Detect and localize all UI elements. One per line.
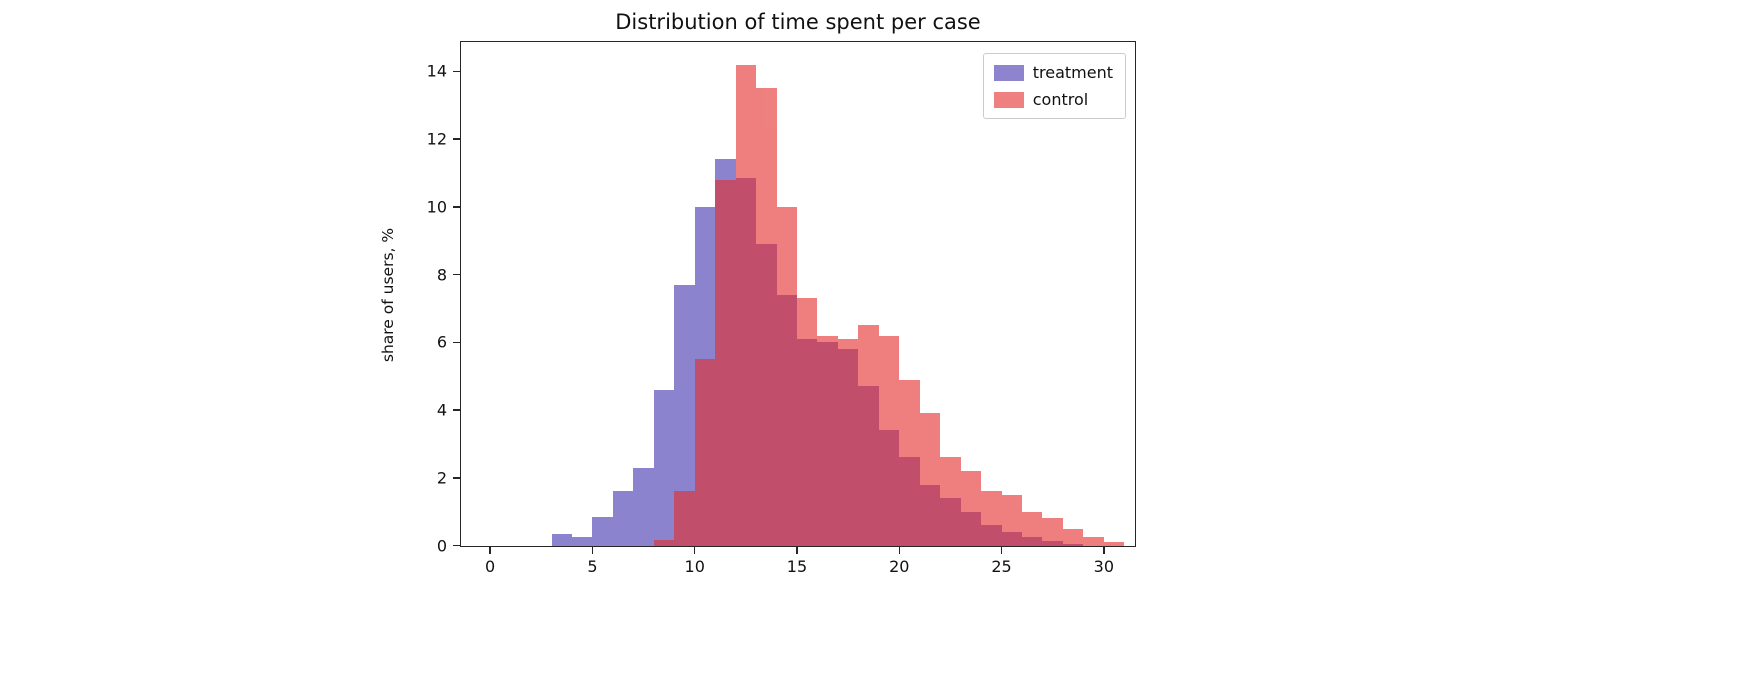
plot-wrap: 0 5 10 15 20 25 30 0 2 4 6 8 10 12 14 treatment contro… [427,41,1136,576]
hist-bar-treatment [592,516,613,546]
y-tick-mark [453,477,460,479]
y-tick-label: 6 [436,332,447,352]
hist-bar-treatment [571,537,593,546]
hist-bar-control [817,335,838,546]
hist-bar-treatment [612,491,634,546]
x-tick-label: 20 [889,557,910,576]
hist-bar-control [776,206,797,546]
x-tick-mark [1103,547,1105,554]
y-tick-mark [453,544,460,547]
y-tick-mark [453,409,460,411]
hist-bar-control [1021,511,1043,546]
hist-bar-control [858,325,879,546]
hist-bar-treatment [653,389,675,546]
x-tick-label: 15 [786,557,808,576]
y-tick-label: 0 [436,536,447,555]
hist-bar-control [796,298,818,546]
hist-bar-control [756,88,777,546]
hist-bar-treatment [633,467,654,546]
legend-swatch-control [993,91,1024,108]
y-tick-mark [453,138,460,140]
hist-bar-control [694,359,716,546]
hist-bar-control [837,338,859,546]
legend-label-treatment: treatment [1032,63,1113,82]
x-tick-label: 10 [684,557,705,576]
x-tick-mark [796,547,798,554]
y-tick-mark [453,273,460,276]
hist-bar-control [653,540,675,546]
y-tick-label: 4 [436,400,447,420]
hist-bar-control [1103,542,1125,546]
y-tick-label: 12 [426,129,447,149]
hist-bar-control [715,179,736,546]
x-tick-label: 0 [485,557,496,576]
hist-bar-treatment [551,533,572,546]
x-tick-mark [1000,547,1003,554]
legend-entry-treatment: treatment [993,63,1113,82]
y-tick-mark [453,70,460,73]
x-tick-mark [898,547,900,554]
series-layer-control [462,43,1135,546]
hist-bar-control [674,491,695,546]
hist-bar-control [1062,528,1084,546]
hist-bar-control [940,457,961,546]
hist-bar-treatment [674,284,695,546]
hist-bar-control [878,335,900,546]
legend-entry-control: control [993,90,1113,109]
y-tick-mark [453,341,460,344]
y-tick-label: 10 [426,197,447,217]
hist-bar-control [735,64,757,546]
x-tick-label: 5 [587,557,598,576]
plot-area [462,43,1135,546]
x-tick-label: 30 [1093,557,1114,576]
legend: treatment control [982,53,1126,119]
hist-bar-control [1083,537,1104,546]
hist-bar-control [919,413,941,546]
y-axis-label: share of users, % [379,227,397,363]
y-tick-label: 2 [436,468,447,488]
x-tick-mark [489,547,491,554]
hist-bar-control [1001,494,1022,546]
hist-bar-control [899,379,920,546]
hist-bar-control [960,470,982,546]
y-tick-mark [453,206,460,208]
hist-bar-control [981,491,1002,546]
legend-label-control: control [1032,90,1089,109]
chart-title: Distribution of time spent per case [615,10,981,34]
hist-bar-control [1042,518,1063,546]
x-tick-mark [591,547,594,554]
y-tick-label: 8 [436,265,447,285]
y-tick-label: 14 [426,61,447,81]
legend-swatch-treatment [993,64,1024,81]
x-tick-mark [693,547,696,554]
x-tick-label: 25 [991,557,1012,576]
